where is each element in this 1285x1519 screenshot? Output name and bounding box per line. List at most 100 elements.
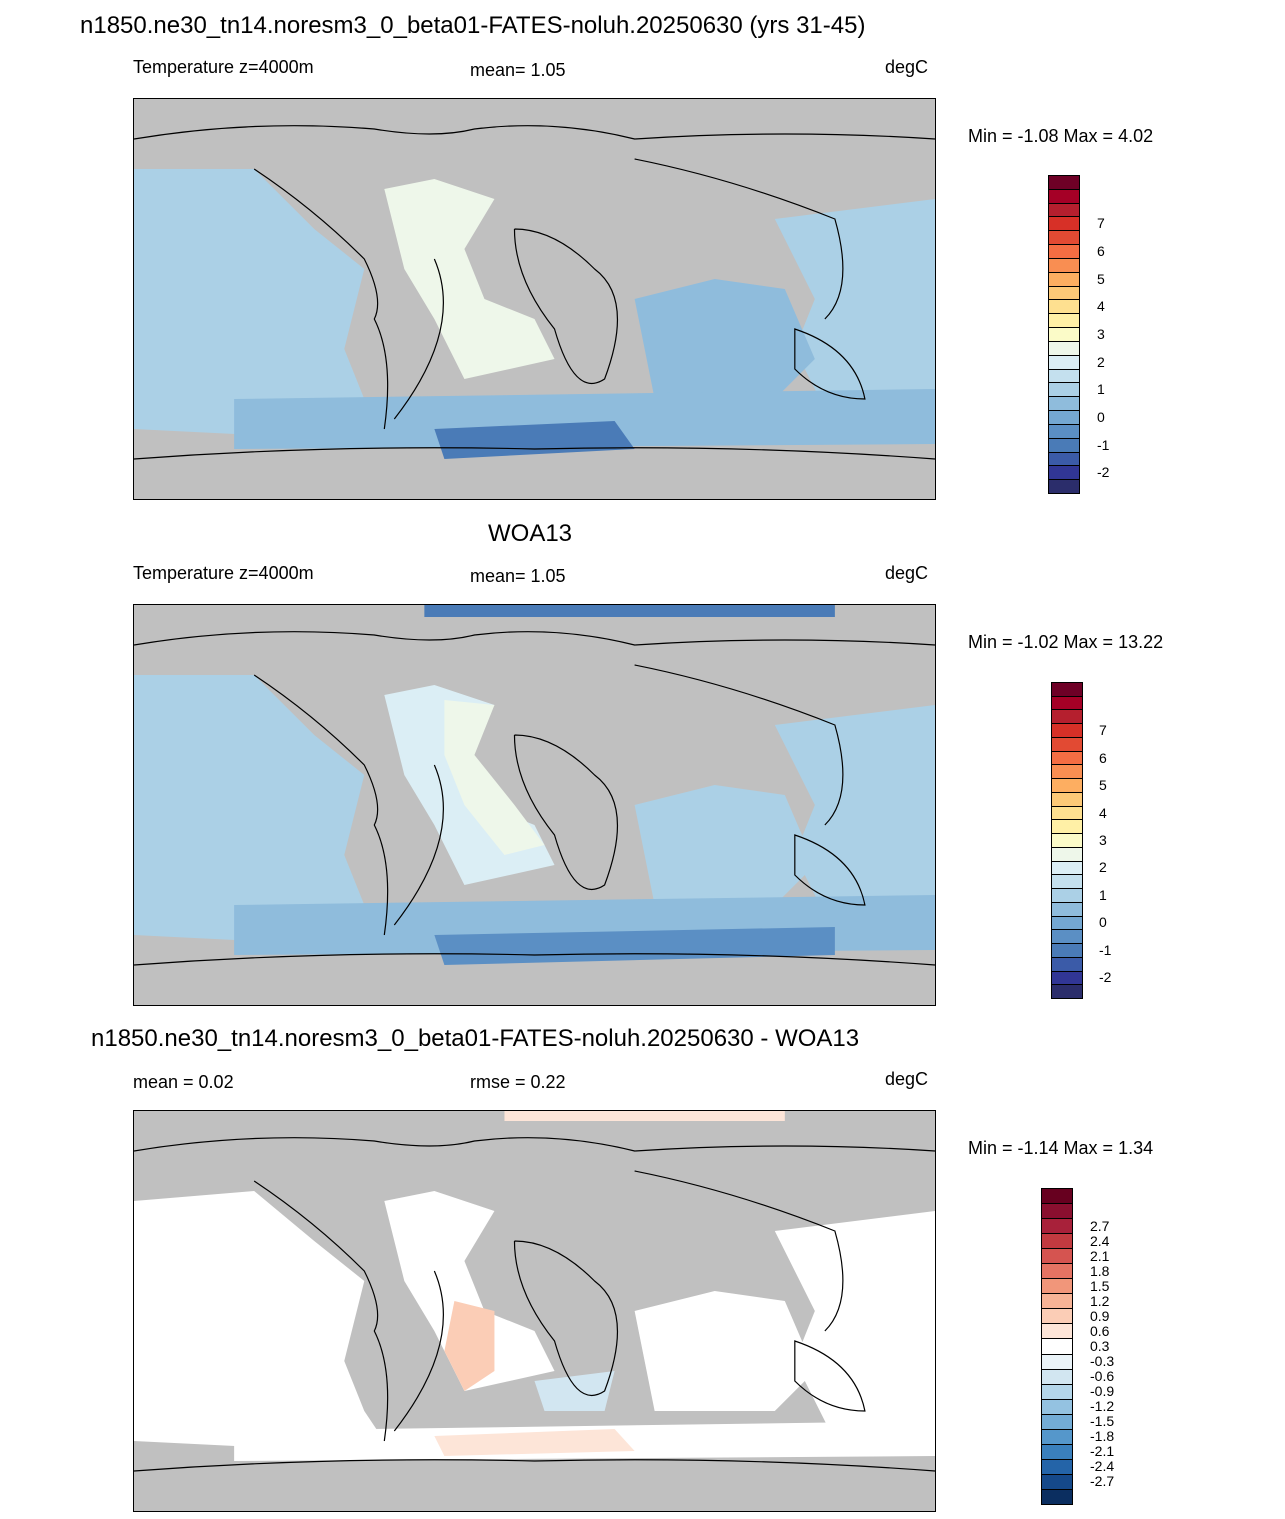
colorbar-tick-label: 0.9 <box>1090 1307 1110 1324</box>
colorbar-swatch <box>1051 846 1083 862</box>
colorbar-swatch <box>1051 833 1083 848</box>
colorbar-swatch <box>1051 943 1083 958</box>
colorbar-swatch <box>1048 188 1080 204</box>
coastlines <box>134 631 935 936</box>
colorbar-tick-label: 0 <box>1099 914 1107 931</box>
colorbar-tick-label: 4 <box>1097 298 1105 315</box>
colorbar-tick-label: -1 <box>1097 436 1110 453</box>
colorbar-swatch <box>1041 1188 1073 1205</box>
ocean-pacific-east <box>774 199 935 429</box>
colorbar-swatch <box>1048 382 1080 398</box>
ocean-atlantic <box>384 179 555 379</box>
colorbar-swatch <box>1048 313 1080 329</box>
colorbar-tick-label: 1 <box>1097 381 1105 398</box>
colorbar-swatch <box>1048 396 1080 412</box>
colorbar-swatch <box>1051 778 1083 793</box>
colorbar-tick-label: 3 <box>1097 326 1105 342</box>
colorbar-tick-label: 6 <box>1097 243 1105 260</box>
ocean-indian <box>634 279 815 399</box>
colorbar-tick-label: -2.1 <box>1090 1443 1115 1460</box>
colorbar-swatch <box>1048 340 1080 356</box>
colorbar-swatch <box>1048 451 1080 467</box>
colorbar-tick-label: 1 <box>1099 886 1107 903</box>
arctic-strip <box>504 1111 785 1121</box>
colorbar-tick-label: -1.2 <box>1090 1398 1115 1415</box>
map-woa13-svg <box>134 605 935 1005</box>
colorbar-swatch <box>1051 874 1083 890</box>
ocean-pacific <box>134 169 385 439</box>
map-model-svg <box>134 99 935 499</box>
colorbar-swatch <box>1041 1353 1073 1370</box>
ocean-southern-cold <box>434 421 635 459</box>
panel-rmse-label: rmse = 0.22 <box>470 1072 566 1092</box>
colorbar-swatch <box>1041 1263 1073 1280</box>
colorbar-tick-label: -0.6 <box>1090 1368 1115 1385</box>
colorbar-tick-label: 5 <box>1097 270 1105 287</box>
colorbar-tick-label: -1 <box>1099 941 1112 958</box>
panel-heading: WOA13 <box>488 520 573 547</box>
ocean-indian-cool <box>534 1371 615 1411</box>
colorbar-tick-label: 7 <box>1097 215 1105 232</box>
colorbar-tick-label: 4 <box>1099 804 1107 821</box>
colorbar-swatch <box>1048 423 1080 439</box>
colorbar-tick-label: 2 <box>1097 353 1105 370</box>
coastlines <box>134 1137 935 1442</box>
colorbar-tick-label: -0.9 <box>1090 1383 1115 1400</box>
panel-left-label: Temperature z=4000m <box>133 563 314 583</box>
antarctica-coast <box>134 1459 935 1472</box>
colorbar-swatch <box>1048 299 1080 315</box>
colorbar-tick-label: -2 <box>1097 464 1110 481</box>
colorbar-swatch <box>1041 1428 1073 1445</box>
colorbar-swatch <box>1051 695 1083 711</box>
colorbar-swatch <box>1051 791 1083 807</box>
ocean-pacific-east <box>774 705 935 935</box>
map-model <box>133 98 936 500</box>
panel-unit-label: degC <box>885 57 929 77</box>
colorbar-tick-label: -1.8 <box>1090 1428 1115 1445</box>
colorbar-tick-label: 2.4 <box>1090 1232 1110 1249</box>
colorbar-swatch <box>1051 682 1083 697</box>
arctic-cold-strip <box>424 605 835 617</box>
colorbar-swatch <box>1048 202 1080 218</box>
colorbar-swatch <box>1048 437 1080 453</box>
colorbar-tick-label: -0.3 <box>1090 1353 1115 1370</box>
colorbar-swatch <box>1051 984 1083 999</box>
colorbar-swatch <box>1051 929 1083 945</box>
colorbar-swatch <box>1048 410 1080 425</box>
colorbar-swatch <box>1051 819 1083 835</box>
colorbar-swatch <box>1041 1308 1073 1325</box>
colorbar-tick-label: 3 <box>1099 832 1107 848</box>
colorbar-swatch <box>1048 257 1080 273</box>
colorbar-swatch <box>1041 1218 1073 1235</box>
colorbar-swatch <box>1051 764 1083 780</box>
colorbar-swatch <box>1041 1443 1073 1460</box>
colorbar-swatch <box>1041 1488 1073 1505</box>
colorbar-swatch <box>1048 230 1080 246</box>
colorbar-swatch <box>1051 805 1083 821</box>
antarctica-coast <box>134 953 935 966</box>
colorbar-swatch <box>1041 1293 1073 1310</box>
colorbar-swatch <box>1041 1203 1073 1220</box>
colorbar-swatch <box>1048 271 1080 287</box>
colorbar-tick-label: 2 <box>1099 859 1107 876</box>
colorbar-swatch <box>1048 354 1080 370</box>
colorbar-tick-label: -1.5 <box>1090 1413 1115 1430</box>
colorbar-swatch <box>1051 956 1083 972</box>
colorbar-tick-label: 1.5 <box>1090 1277 1110 1294</box>
colorbar-swatch <box>1048 479 1080 494</box>
colorbar-swatch <box>1041 1278 1073 1295</box>
colorbar-swatch <box>1041 1398 1073 1415</box>
colorbar-tick-label: 0.6 <box>1090 1322 1110 1339</box>
colorbar-swatch <box>1051 723 1083 738</box>
panel-mean-label: mean= 1.05 <box>470 60 566 80</box>
colorbar-swatch <box>1051 970 1083 986</box>
colorbar-swatch <box>1041 1233 1073 1250</box>
colorbar-swatch <box>1048 244 1080 259</box>
ocean-indian <box>634 1291 815 1411</box>
colorbar-swatch <box>1041 1473 1073 1490</box>
colorbar-swatch <box>1041 1413 1073 1430</box>
colorbar-tick-label: 5 <box>1099 777 1107 794</box>
panel-minmax-label: Min = -1.14 Max = 1.34 <box>968 1138 1154 1158</box>
colorbar-swatch <box>1041 1338 1073 1355</box>
colorbar-tick-label: -2.7 <box>1090 1473 1115 1490</box>
